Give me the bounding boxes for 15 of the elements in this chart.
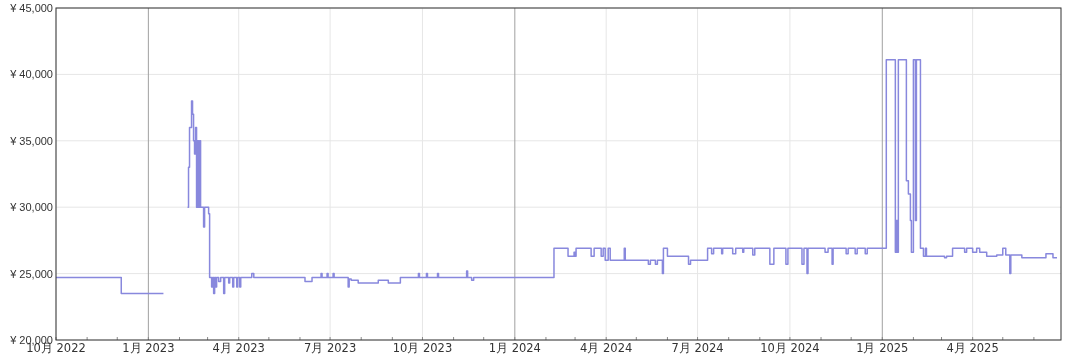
x-tick-label: 7月 2023	[303, 341, 357, 355]
y-tick-label: ¥ 40,000	[9, 68, 53, 81]
x-tick-label: 4月 2025	[946, 341, 999, 355]
x-tick-label: 4月 2023	[212, 341, 265, 355]
x-tick-label: 10月 2024	[760, 341, 820, 355]
y-tick-label: ¥ 25,000	[9, 267, 53, 280]
y-tick-label: ¥ 45,000	[9, 2, 53, 14]
y-tick-label: ¥ 35,000	[9, 134, 53, 147]
y-tick-label: ¥ 30,000	[9, 201, 53, 214]
x-tick-label: 1月 2023	[122, 341, 175, 355]
x-tick-label: 10月 2023	[392, 341, 453, 355]
x-tick-label: 7月 2024	[671, 341, 724, 355]
x-tick-label: 1月 2025	[856, 341, 909, 355]
x-tick-label: 4月 2024	[580, 341, 633, 355]
x-tick-label: 1月 2024	[488, 341, 541, 355]
